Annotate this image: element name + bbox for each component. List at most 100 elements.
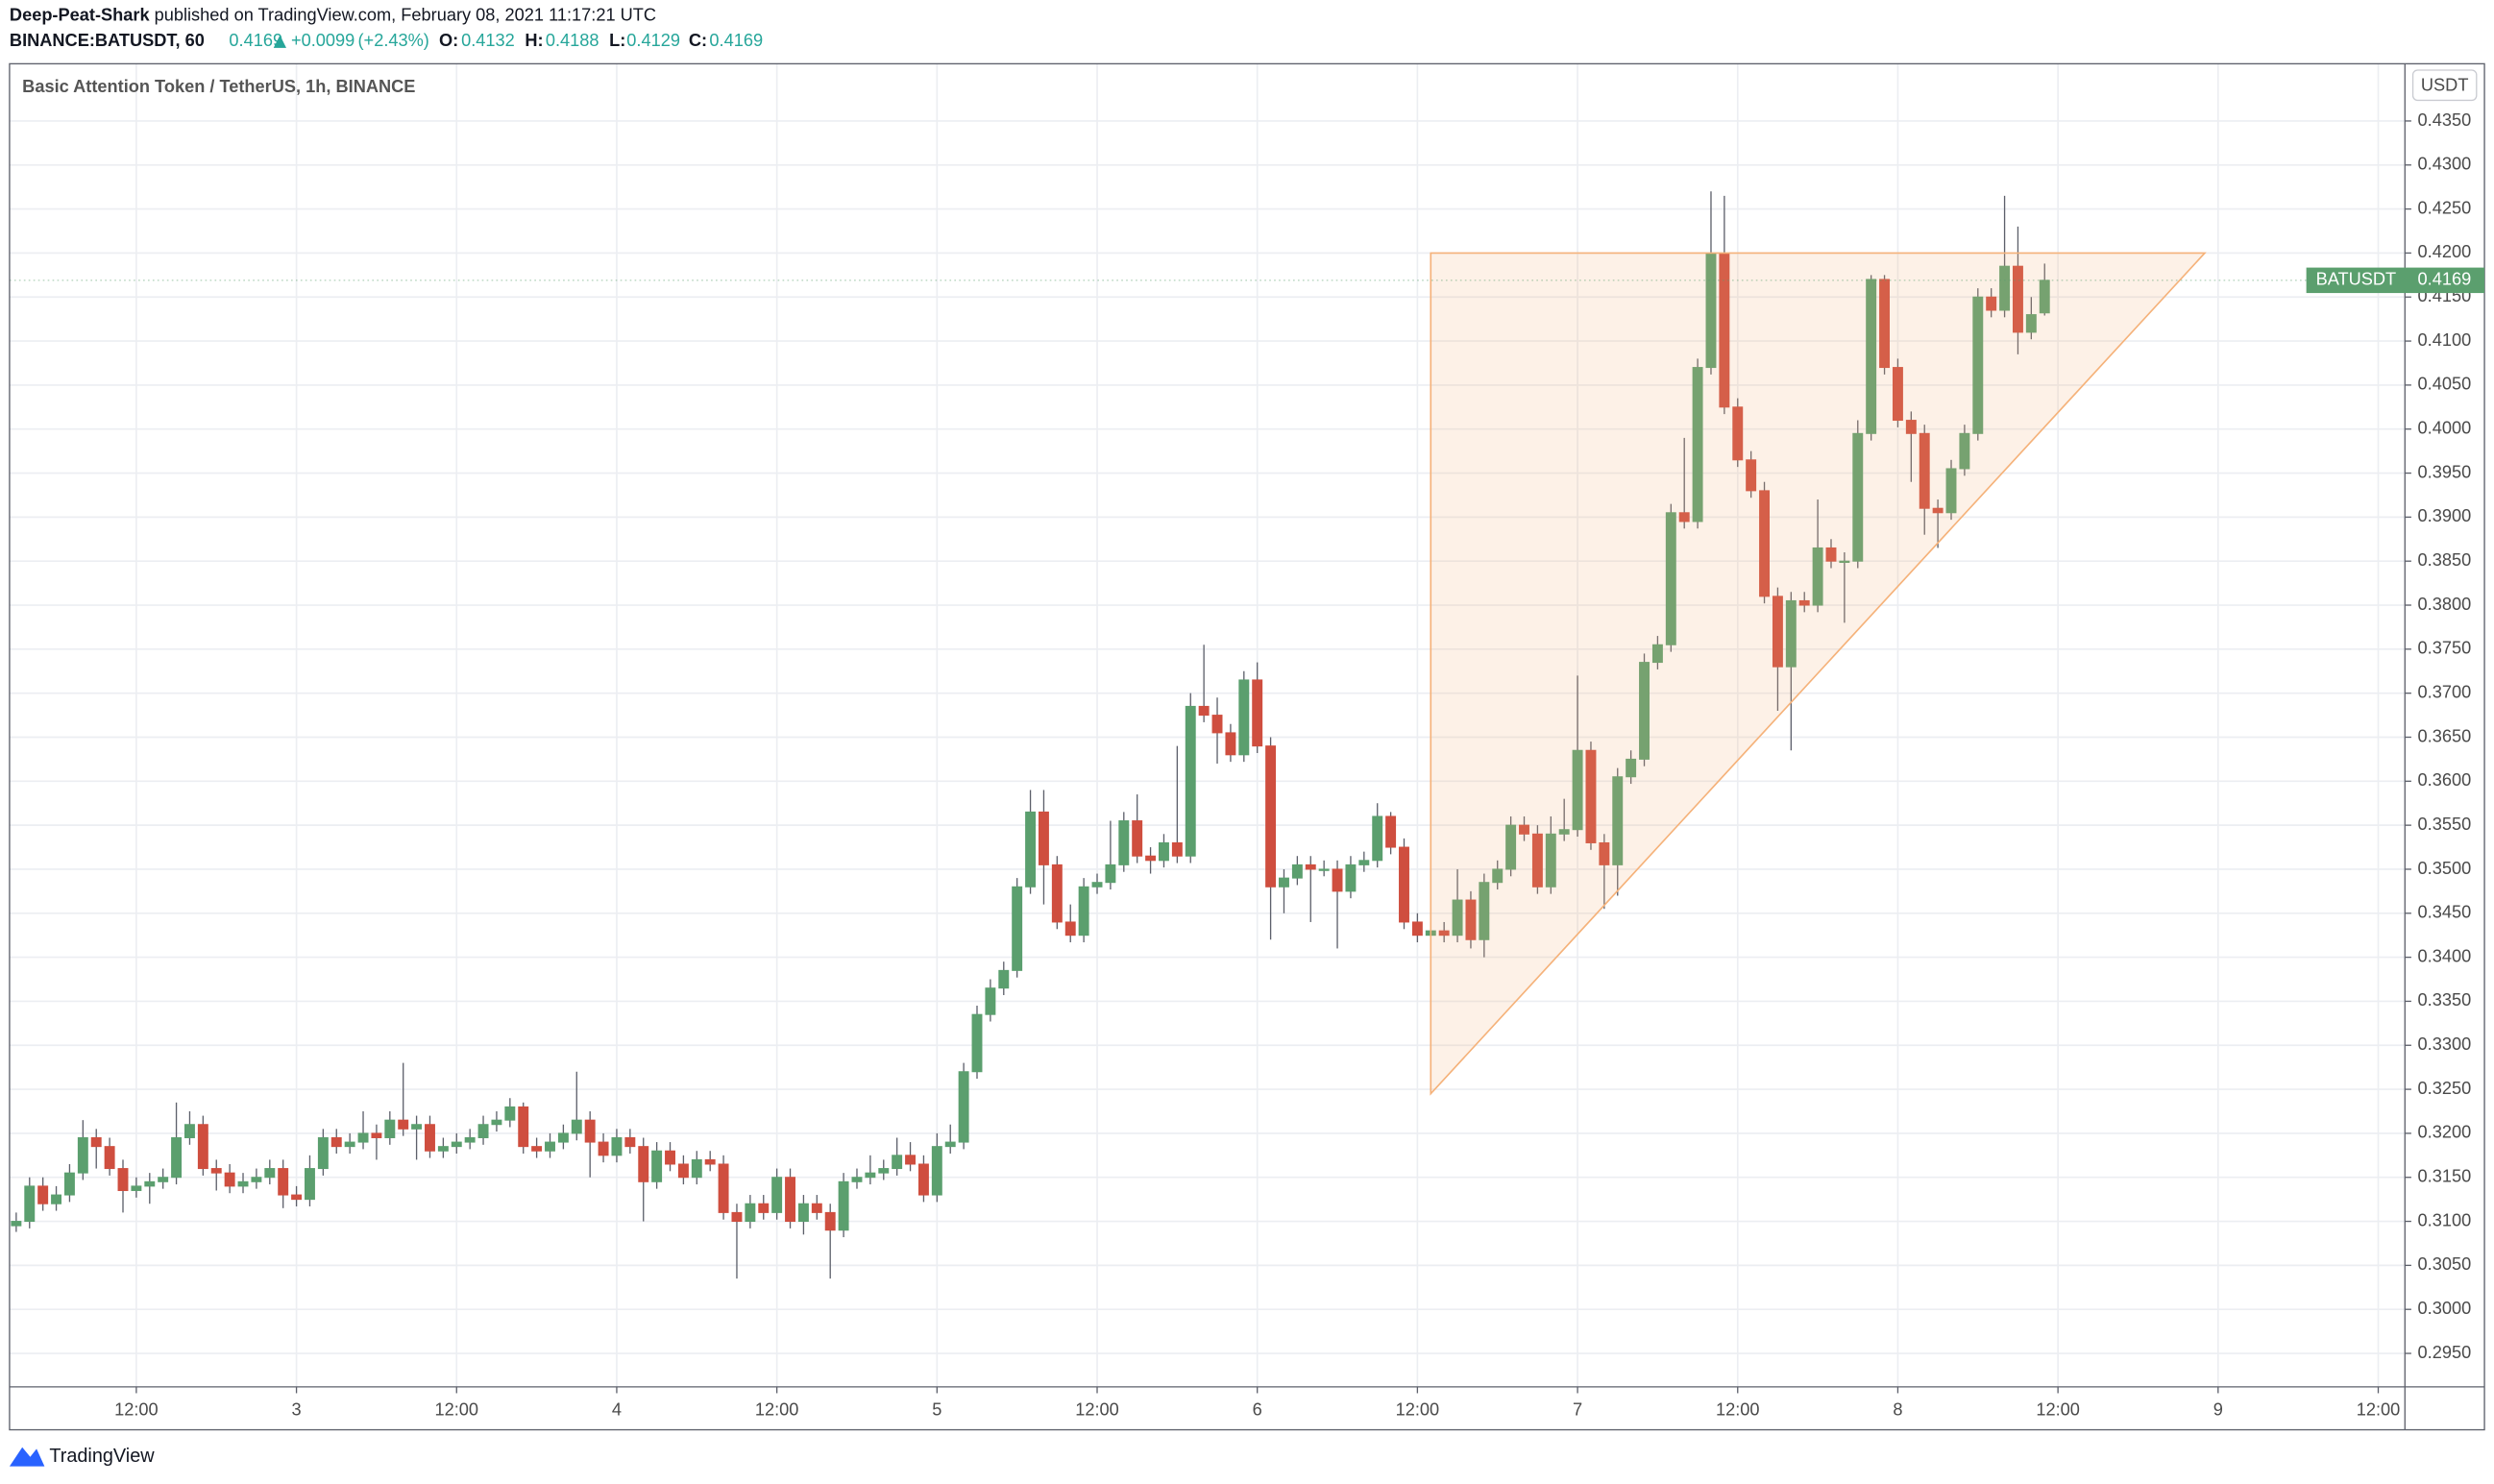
x-tick-label: 12:00 <box>755 1399 799 1419</box>
candle-body <box>1785 599 1797 668</box>
up-arrow <box>273 35 287 48</box>
candle-body <box>77 1136 88 1174</box>
high-label: H: <box>525 31 543 50</box>
candle-body <box>691 1158 702 1179</box>
candle-body <box>665 1150 675 1165</box>
candle-body <box>1171 841 1183 857</box>
candle-body <box>1505 824 1517 870</box>
candle-body <box>90 1136 102 1148</box>
candle-body <box>425 1124 435 1152</box>
candle-body <box>1105 864 1116 884</box>
candle-body <box>811 1203 822 1213</box>
y-tick-label: 0.2950 <box>2418 1343 2472 1362</box>
x-tick-label: 12:00 <box>1716 1399 1760 1419</box>
triangle-drawing <box>1430 252 2207 1096</box>
open-label: O: <box>439 31 458 50</box>
candle-body <box>1825 547 1837 562</box>
y-tick-label: 0.4050 <box>2418 375 2472 394</box>
candle-body <box>1839 560 1850 564</box>
candle-body <box>1145 855 1157 862</box>
candle-body <box>1345 864 1357 892</box>
candle-body <box>785 1177 795 1223</box>
header-line: Deep-Peat-Shark published on TradingView.… <box>10 6 656 25</box>
candle-body <box>1025 811 1037 888</box>
candle-body <box>584 1119 596 1143</box>
y-tick-label: 0.3100 <box>2418 1210 2472 1229</box>
y-tick-label: 0.3700 <box>2418 682 2472 701</box>
candle-body <box>958 1071 969 1143</box>
y-tick-label: 0.3400 <box>2418 946 2472 965</box>
candle-body <box>838 1180 849 1231</box>
y-tick-label: 0.3800 <box>2418 595 2472 614</box>
candle-body <box>892 1155 903 1170</box>
change-pct: (+2.43%) <box>358 31 429 50</box>
y-tick-label: 0.3050 <box>2418 1254 2472 1274</box>
candle-body <box>944 1141 956 1148</box>
frame <box>9 62 2485 1431</box>
candle-body <box>531 1146 543 1152</box>
x-tick-label: 3 <box>292 1399 302 1419</box>
candle-body <box>344 1141 355 1148</box>
candle-body <box>1372 815 1383 862</box>
candle-body <box>464 1136 476 1143</box>
price-tag-symbol: BATUSDT <box>2316 270 2397 289</box>
x-tick-label: 12:00 <box>1075 1399 1119 1419</box>
candle-body <box>1185 705 1196 857</box>
y-tick-label: 0.3900 <box>2418 506 2472 525</box>
price-tag-value: 0.4169 <box>2418 270 2472 289</box>
candle-body <box>1358 860 1370 865</box>
candle-body <box>865 1172 876 1179</box>
candle-body <box>611 1136 623 1156</box>
candle-body <box>1265 745 1277 888</box>
y-tick-label: 0.3650 <box>2418 726 2472 745</box>
candle-body <box>1078 886 1089 937</box>
candle-body <box>1211 715 1223 734</box>
candle-body <box>985 987 996 1015</box>
candle-body <box>491 1119 502 1126</box>
candle-body <box>1892 367 1903 422</box>
candle-body <box>1732 406 1744 461</box>
y-tick-label: 0.3450 <box>2418 903 2472 922</box>
candle-body <box>1318 868 1330 871</box>
candle-body <box>931 1146 942 1196</box>
candle-body <box>1238 679 1250 756</box>
candle-body <box>224 1172 235 1187</box>
close-value: 0.4169 <box>709 31 763 50</box>
candle-body <box>1959 432 1970 470</box>
candle-body <box>183 1124 195 1138</box>
candle-body <box>11 1221 22 1227</box>
candle-body <box>291 1194 303 1201</box>
symbol: BINANCE:BATUSDT, 60 <box>10 31 205 50</box>
y-tick-label: 0.3550 <box>2418 815 2472 834</box>
y-tick-label: 0.4250 <box>2418 198 2472 217</box>
candle-body <box>251 1177 262 1182</box>
candle-body <box>1852 432 1864 562</box>
candle-body <box>330 1136 342 1148</box>
candle-body <box>1305 864 1316 870</box>
candle-body <box>1519 824 1529 835</box>
candle-body <box>1972 296 1984 434</box>
candle-body <box>1064 921 1076 937</box>
candle-body <box>197 1124 208 1170</box>
candle-body <box>1558 829 1570 835</box>
candle-body <box>1438 930 1450 937</box>
candle-body <box>878 1168 890 1174</box>
y-tick-label: 0.4350 <box>2418 110 2472 130</box>
x-tick-label: 7 <box>1573 1399 1582 1419</box>
candle-body <box>1919 432 1930 509</box>
quote-line: BINANCE:BATUSDT, 60 0.4169 +0.0099 (+2.43%)… <box>10 31 763 50</box>
candle-body <box>1252 679 1263 747</box>
candle-body <box>905 1155 917 1165</box>
candle-body <box>704 1158 716 1165</box>
candle-body <box>398 1119 409 1130</box>
y-tick-label: 0.3000 <box>2418 1299 2472 1318</box>
candle-body <box>1159 841 1169 862</box>
y-tick-label: 0.3500 <box>2418 859 2472 878</box>
chart-title: Basic Attention Token / TetherUS, 1h, BI… <box>22 77 415 96</box>
x-tick-label: 9 <box>2213 1399 2223 1419</box>
candle-body <box>1465 899 1477 940</box>
candle-body <box>1198 705 1210 717</box>
candle-body <box>1572 749 1583 831</box>
y-tick-label: 0.3750 <box>2418 639 2472 658</box>
candle-body <box>1665 512 1676 645</box>
